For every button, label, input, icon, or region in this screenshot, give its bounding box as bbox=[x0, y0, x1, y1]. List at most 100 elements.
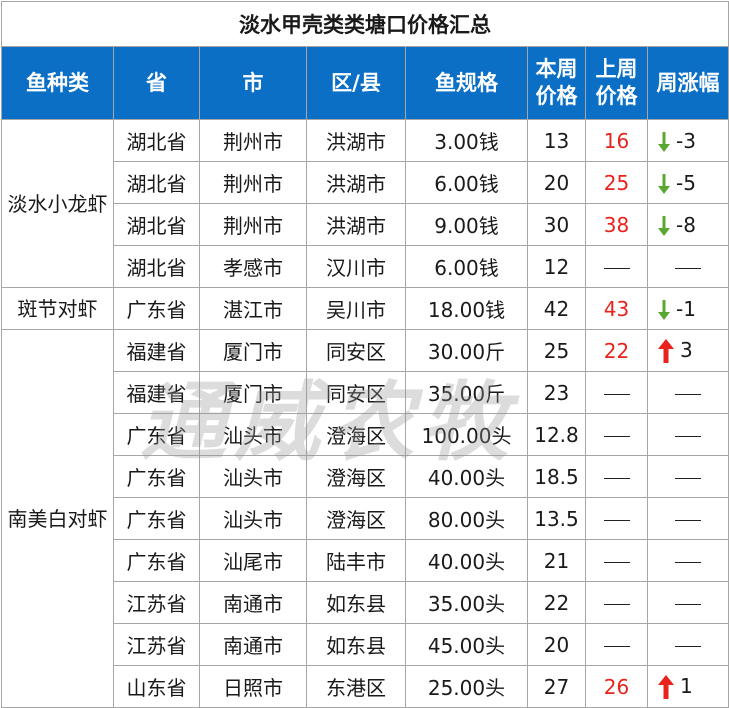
table-row: 南美白对虾 福建省 厦门市 同安区 30.00斤 25 22 3 bbox=[1, 329, 729, 708]
province-cell: 湖北省 bbox=[113, 161, 200, 204]
table-row: 江苏省 南通市 如东县 35.00头 22 bbox=[2, 581, 729, 624]
last-week-price-cell: 38 bbox=[585, 203, 648, 246]
spec-cell: 40.00头 bbox=[405, 455, 528, 498]
down-arrow-icon bbox=[658, 132, 670, 152]
table-row: 斑节对虾 广东省 湛江市 吴川市 18.00钱 42 43 -1 bbox=[1, 287, 729, 330]
province-cell: 江苏省 bbox=[113, 623, 200, 666]
empty-dash bbox=[603, 477, 630, 479]
table-row: 广东省 汕头市 澄海区 80.00头 13.5 bbox=[2, 497, 729, 540]
city-cell: 南通市 bbox=[199, 581, 307, 624]
header-district: 区/县 bbox=[306, 46, 406, 120]
city-cell: 南通市 bbox=[199, 623, 307, 666]
district-cell: 澄海区 bbox=[306, 497, 406, 540]
city-cell: 汕头市 bbox=[199, 455, 307, 498]
header-species: 鱼种类 bbox=[1, 46, 114, 120]
this-week-price-cell: 20 bbox=[527, 161, 586, 204]
last-week-price-cell: 25 bbox=[585, 161, 648, 204]
spec-cell: 40.00头 bbox=[405, 539, 528, 582]
up-arrow-icon bbox=[658, 675, 674, 700]
city-cell: 荆州市 bbox=[199, 161, 307, 204]
empty-dash bbox=[675, 267, 701, 269]
table-row: 广东省 汕头市 澄海区 40.00头 18.5 bbox=[2, 455, 729, 498]
province-cell: 广东省 bbox=[113, 287, 200, 330]
city-cell: 厦门市 bbox=[199, 371, 307, 414]
empty-dash bbox=[603, 267, 630, 269]
last-week-price-cell bbox=[585, 245, 648, 288]
this-week-price-cell: 18.5 bbox=[527, 455, 586, 498]
last-week-price-cell bbox=[585, 455, 648, 498]
empty-dash bbox=[603, 561, 630, 563]
spec-cell: 30.00斤 bbox=[405, 329, 528, 372]
city-cell: 孝感市 bbox=[199, 245, 307, 288]
species-cell: 斑节对虾 bbox=[1, 287, 114, 330]
province-cell: 江苏省 bbox=[113, 581, 200, 624]
last-week-price-cell bbox=[585, 581, 648, 624]
district-cell: 东港区 bbox=[306, 665, 406, 708]
table-title: 淡水甲壳类类塘口价格汇总 bbox=[1, 1, 729, 47]
header-change: 周涨幅 bbox=[647, 46, 729, 120]
empty-dash bbox=[675, 435, 701, 437]
district-cell: 同安区 bbox=[306, 371, 406, 414]
spec-cell: 3.00钱 bbox=[405, 119, 528, 162]
district-cell: 洪湖市 bbox=[306, 161, 406, 204]
district-cell: 澄海区 bbox=[306, 413, 406, 456]
header-city: 市 bbox=[199, 46, 307, 120]
change-cell bbox=[647, 455, 729, 498]
spec-cell: 18.00钱 bbox=[405, 287, 528, 330]
spec-cell: 35.00头 bbox=[405, 581, 528, 624]
city-cell: 荆州市 bbox=[199, 203, 307, 246]
table-row: 湖北省 孝感市 汉川市 6.00钱 12 bbox=[2, 245, 729, 288]
this-week-price-cell: 25 bbox=[527, 329, 586, 372]
change-cell bbox=[647, 497, 729, 540]
this-week-price-cell: 12 bbox=[527, 245, 586, 288]
change-cell bbox=[647, 539, 729, 582]
province-cell: 湖北省 bbox=[113, 203, 200, 246]
last-week-price-cell bbox=[585, 623, 648, 666]
change-cell bbox=[647, 245, 729, 288]
change-cell bbox=[647, 413, 729, 456]
empty-dash bbox=[603, 435, 630, 437]
province-cell: 广东省 bbox=[113, 455, 200, 498]
table-row: 广东省 汕头市 澄海区 100.00头 12.8 bbox=[2, 413, 729, 456]
last-week-price-cell bbox=[585, 371, 648, 414]
up-arrow-icon bbox=[658, 339, 674, 364]
district-cell: 如东县 bbox=[306, 623, 406, 666]
down-arrow-icon bbox=[658, 216, 670, 236]
this-week-price-cell: 22 bbox=[527, 581, 586, 624]
city-cell: 汕尾市 bbox=[199, 539, 307, 582]
last-week-price-cell: 43 bbox=[585, 287, 648, 330]
province-cell: 湖北省 bbox=[113, 245, 200, 288]
district-cell: 吴川市 bbox=[306, 287, 406, 330]
table-row: 广东省 汕尾市 陆丰市 40.00头 21 bbox=[2, 539, 729, 582]
this-week-price-cell: 13.5 bbox=[527, 497, 586, 540]
district-cell: 汉川市 bbox=[306, 245, 406, 288]
this-week-price-cell: 30 bbox=[527, 203, 586, 246]
district-cell: 同安区 bbox=[306, 329, 406, 372]
empty-dash bbox=[675, 645, 701, 647]
empty-dash bbox=[603, 645, 630, 647]
city-cell: 日照市 bbox=[199, 665, 307, 708]
change-cell: -1 bbox=[647, 287, 729, 330]
change-cell: -8 bbox=[647, 203, 729, 246]
change-value: -5 bbox=[676, 170, 696, 195]
province-cell: 福建省 bbox=[113, 329, 200, 372]
empty-dash bbox=[603, 519, 630, 521]
province-cell: 广东省 bbox=[113, 539, 200, 582]
empty-dash bbox=[675, 393, 701, 395]
district-cell: 陆丰市 bbox=[306, 539, 406, 582]
empty-dash bbox=[675, 519, 701, 521]
change-value: -8 bbox=[676, 212, 696, 237]
empty-dash bbox=[603, 603, 630, 605]
down-arrow-icon bbox=[658, 300, 670, 320]
district-cell: 洪湖市 bbox=[306, 203, 406, 246]
change-value: -1 bbox=[676, 296, 696, 321]
change-value: 3 bbox=[680, 337, 693, 362]
table-row: 淡水小龙虾 湖北省 荆州市 洪湖市 3.00钱 13 16 -3 bbox=[1, 119, 729, 288]
this-week-price-cell: 12.8 bbox=[527, 413, 586, 456]
down-arrow-icon bbox=[658, 174, 670, 194]
last-week-price-cell bbox=[585, 413, 648, 456]
district-cell: 洪湖市 bbox=[306, 119, 406, 162]
change-cell: 1 bbox=[647, 665, 729, 708]
empty-dash bbox=[675, 603, 701, 605]
